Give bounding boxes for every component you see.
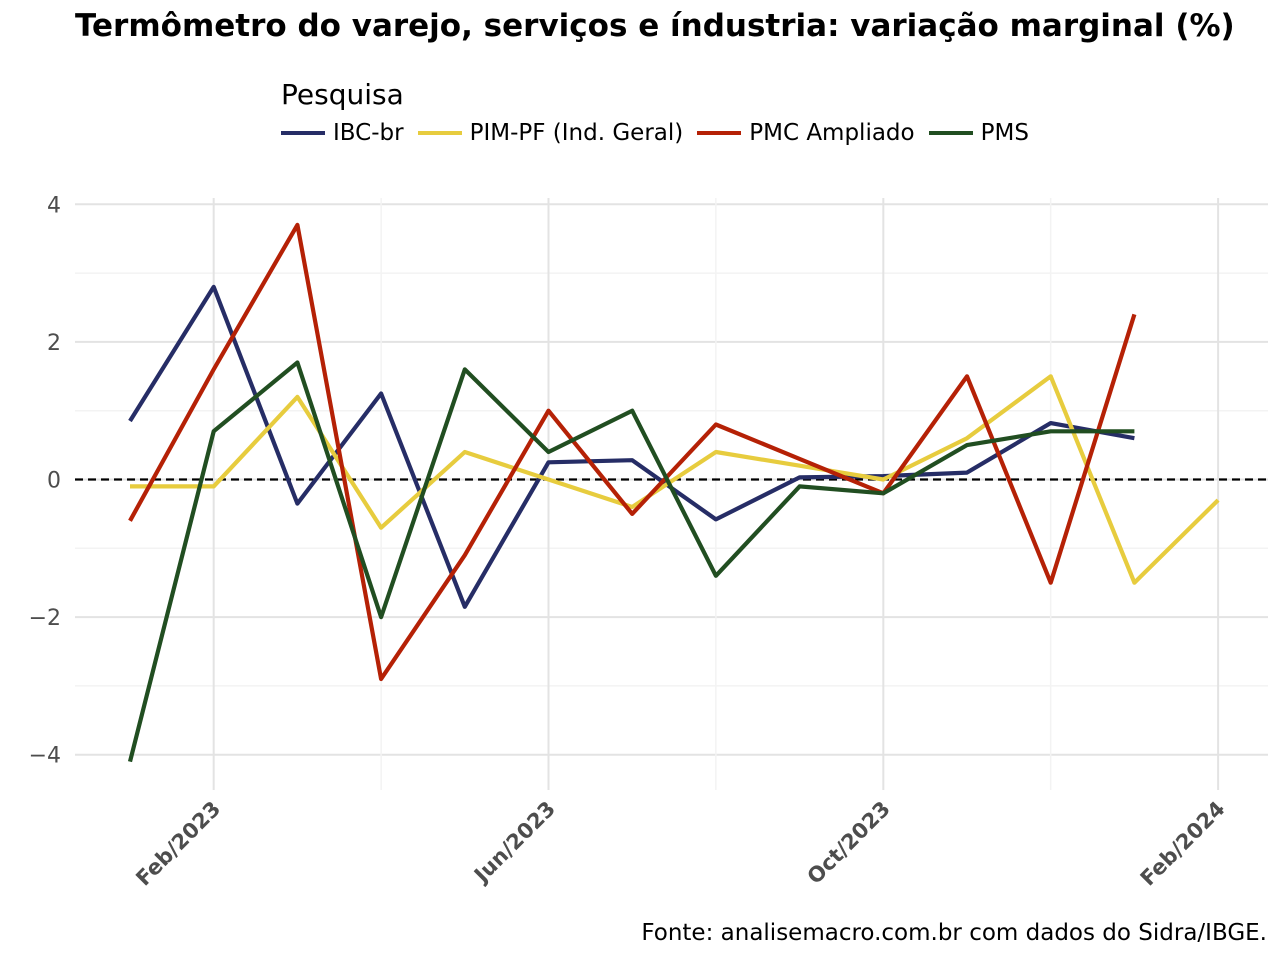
legend-item-ibc-br: IBC-br: [281, 120, 404, 146]
legend-item-pms: PMS: [928, 120, 1029, 146]
source-caption: Fonte: analisemacro.com.br com dados do …: [641, 920, 1267, 946]
y-tick-label: 0: [47, 469, 61, 494]
series-line-pms: [127, 360, 1135, 763]
y-tick-label: 2: [47, 331, 61, 356]
x-axis-ticks: Feb/2023 Jun/2023 Oct/2023 Feb/2024: [131, 797, 1229, 891]
chart-title: Termômetro do varejo, serviços e índustr…: [75, 8, 1235, 44]
legend: IBC-br PIM-PF (Ind. Geral) PMC Ampliado …: [281, 120, 1043, 146]
legend-item-pim-pf: PIM-PF (Ind. Geral): [417, 120, 684, 146]
series-line-ibc-br: [128, 284, 1135, 609]
legend-label-pim-pf: PIM-PF (Ind. Geral): [469, 120, 684, 146]
series-line-pim-pf-ind-geral: [130, 374, 1220, 585]
y-axis-ticks: 4 2 0 −2 −4: [29, 193, 61, 768]
legend-swatch-pms: [928, 131, 973, 135]
y-tick-label: −2: [29, 606, 61, 631]
legend-swatch-pmc-ampliado: [697, 131, 742, 135]
series-line-pmc-ampliado: [128, 222, 1137, 682]
x-tick-label: Oct/2023: [803, 797, 895, 889]
grid: [75, 198, 1268, 790]
series-lines: [127, 222, 1220, 763]
legend-swatch-ibc-br: [281, 131, 325, 135]
legend-swatch-pim-pf: [417, 131, 462, 135]
legend-label-pmc-ampliado: PMC Ampliado: [749, 120, 915, 146]
legend-item-pmc-ampliado: PMC Ampliado: [697, 120, 915, 146]
y-tick-label: 4: [47, 193, 61, 218]
x-tick-label: Feb/2024: [1136, 797, 1230, 891]
legend-label-ibc-br: IBC-br: [333, 120, 404, 146]
legend-label-pms: PMS: [980, 120, 1029, 146]
x-tick-label: Jun/2023: [468, 797, 560, 889]
x-tick-label: Feb/2023: [131, 797, 225, 891]
legend-title: Pesquisa: [281, 78, 404, 111]
y-tick-label: −4: [29, 744, 61, 769]
